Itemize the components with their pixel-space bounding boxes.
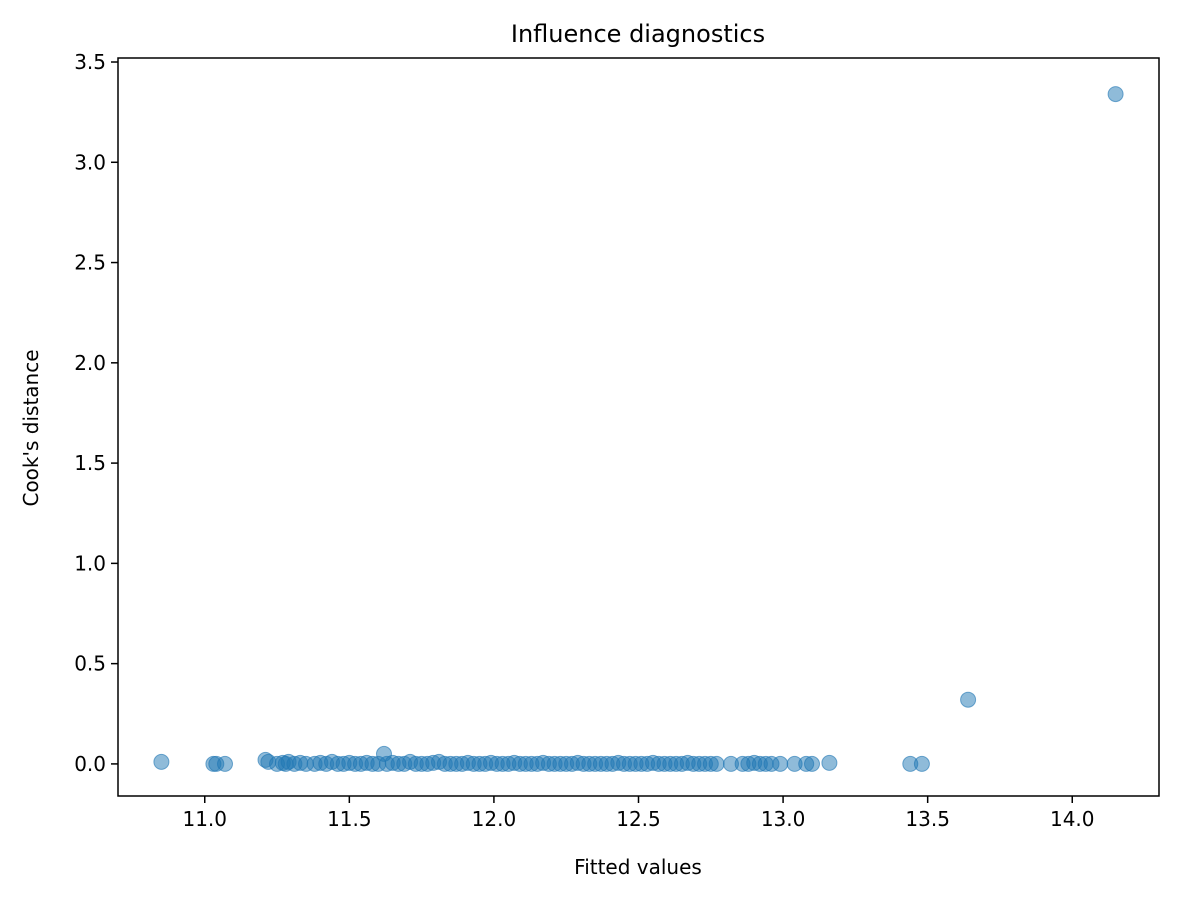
x-tick-label: 11.5 — [327, 807, 372, 831]
data-point-3 — [217, 755, 233, 772]
x-tick-label: 12.0 — [472, 807, 517, 831]
data-point-95 — [821, 754, 838, 771]
data-point-83 — [708, 755, 725, 772]
y-axis-label: Cook's distance — [19, 349, 43, 506]
data-point-94 — [804, 755, 820, 772]
x-tick-label: 13.0 — [761, 807, 806, 831]
x-tick-label: 14.0 — [1050, 807, 1095, 831]
y-tick-label: 0.5 — [74, 652, 106, 676]
x-tick-label: 12.5 — [616, 807, 661, 831]
y-tick-label: 0.0 — [74, 752, 106, 776]
y-axis-ticks: 0.0 0.5 1.0 1.5 2.0 2.5 3.0 3.5 — [74, 50, 118, 776]
y-tick-label: 3.0 — [74, 150, 106, 174]
data-point-0 — [153, 753, 170, 770]
y-tick-label: 2.5 — [74, 251, 106, 275]
x-tick-label: 13.5 — [905, 807, 950, 831]
plot-area-frame — [117, 57, 1160, 797]
points-layer — [153, 86, 1124, 772]
y-tick-label: 2.0 — [74, 351, 106, 375]
x-axis-label: Fitted values — [574, 855, 702, 879]
data-point-91 — [772, 755, 789, 772]
data-point-99 — [1107, 86, 1124, 103]
y-tick-label: 1.5 — [74, 451, 106, 475]
data-point-98 — [960, 691, 977, 708]
x-axis-ticks: 11.0 11.5 12.0 12.5 13.0 13.5 14.0 — [182, 796, 1095, 831]
y-tick-label: 1.0 — [74, 551, 106, 575]
x-tick-label: 11.0 — [182, 807, 227, 831]
y-tick-label: 3.5 — [74, 50, 106, 74]
chart-title: Influence diagnostics — [511, 20, 765, 48]
data-point-97 — [913, 755, 930, 772]
